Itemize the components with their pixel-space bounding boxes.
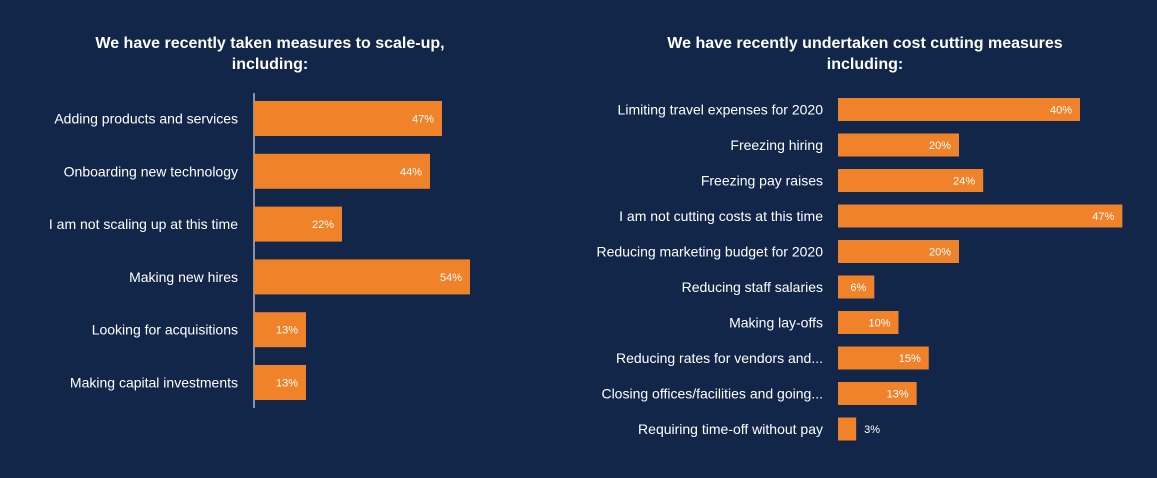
right-chart-value-label: 10%: [868, 318, 890, 330]
left-chart-value-label: 13%: [276, 378, 298, 390]
right-chart-category-label: Reducing marketing budget for 2020: [597, 244, 824, 260]
right-chart-category-label: Making lay-offs: [729, 315, 823, 331]
right-chart-bar: [838, 169, 984, 192]
right-chart-bar: [838, 98, 1080, 121]
right-chart-bar: [838, 311, 899, 334]
left-chart-title: We have recently taken measures to scale…: [95, 35, 445, 73]
right-chart-category-label: I am not cutting costs at this time: [619, 208, 823, 224]
right-chart-bar: [838, 417, 857, 441]
left-chart-value-label: 22%: [312, 219, 334, 231]
left-chart-category-label: Onboarding new technology: [64, 163, 238, 179]
right-chart-category-label: Freezing pay raises: [701, 173, 823, 189]
left-chart-bar: [254, 101, 442, 136]
right-chart-bar: [838, 240, 959, 263]
left-chart-category-label: I am not scaling up at this time: [49, 216, 238, 232]
left-chart-value-label: 44%: [400, 166, 422, 178]
right-chart-value-label: 6%: [850, 282, 866, 294]
right-chart-value-label: 20%: [929, 140, 951, 152]
right-chart-bar: [838, 204, 1123, 228]
right-chart-category-label: Reducing staff salaries: [682, 279, 823, 295]
left-chart-category-label: Making capital investments: [70, 375, 238, 391]
left-chart-value-label: 54%: [440, 272, 462, 284]
left-chart-bar: [254, 206, 342, 242]
left-chart-category-label: Adding products and services: [54, 111, 238, 127]
right-chart-category-label: Reducing rates for vendors and...: [616, 350, 823, 366]
right-chart-bar: [838, 133, 959, 157]
left-chart-bar: [254, 365, 306, 400]
right-chart-category-label: Limiting travel expenses for 2020: [618, 102, 824, 118]
left-chart-bar: [254, 312, 306, 348]
right-chart-value-label: 3%: [864, 424, 880, 436]
left-chart-category-label: Making new hires: [129, 269, 238, 285]
right-chart-value-label: 13%: [887, 389, 909, 401]
right-chart-bar: [838, 275, 875, 299]
left-chart-category-label: Looking for acquisitions: [92, 322, 238, 338]
left-chart-value-label: 13%: [276, 325, 298, 337]
right-chart-value-label: 20%: [929, 247, 951, 259]
right-chart-value-label: 24%: [953, 176, 975, 188]
right-chart-value-label: 15%: [899, 353, 921, 365]
left-chart-value-label: 47%: [412, 114, 434, 126]
right-chart-title: We have recently undertaken cost cutting…: [667, 35, 1063, 73]
right-chart-category-label: Closing offices/facilities and going...: [601, 386, 823, 402]
right-chart-bar: [838, 346, 929, 370]
left-chart-bar: [254, 153, 430, 189]
right-chart-value-label: 40%: [1050, 105, 1072, 117]
right-chart-bar: [838, 382, 917, 405]
right-chart-category-label: Requiring time-off without pay: [638, 421, 823, 437]
right-chart-value-label: 47%: [1092, 211, 1114, 223]
left-chart-bar: [254, 259, 470, 295]
right-chart-category-label: Freezing hiring: [730, 137, 823, 153]
